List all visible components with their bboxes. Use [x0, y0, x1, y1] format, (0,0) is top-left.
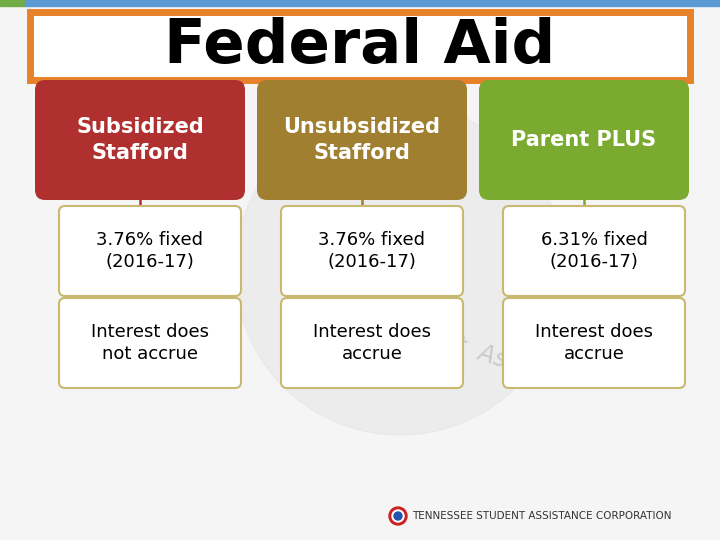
Text: 3.76% fixed
(2016-17): 3.76% fixed (2016-17): [96, 231, 204, 272]
Text: Interest does
accrue: Interest does accrue: [313, 322, 431, 363]
Circle shape: [389, 507, 407, 525]
Text: Interest does
accrue: Interest does accrue: [535, 322, 653, 363]
FancyBboxPatch shape: [30, 12, 690, 80]
Text: essee  Student  Assi: essee Student Assi: [293, 282, 527, 378]
Text: Parent PLUS: Parent PLUS: [511, 130, 657, 150]
Text: Subsidized
Stafford: Subsidized Stafford: [76, 117, 204, 163]
Circle shape: [394, 512, 402, 520]
FancyBboxPatch shape: [281, 206, 463, 296]
Text: Interest does
not accrue: Interest does not accrue: [91, 322, 209, 363]
FancyBboxPatch shape: [257, 80, 467, 200]
FancyBboxPatch shape: [35, 80, 245, 200]
Text: Federal Aid: Federal Aid: [164, 17, 556, 76]
Bar: [25, 0, 720, 6]
Circle shape: [235, 105, 565, 435]
FancyBboxPatch shape: [503, 206, 685, 296]
Text: TENNESSEE STUDENT ASSISTANCE CORPORATION: TENNESSEE STUDENT ASSISTANCE CORPORATION: [412, 511, 672, 521]
Text: 3.76% fixed
(2016-17): 3.76% fixed (2016-17): [318, 231, 426, 272]
FancyBboxPatch shape: [59, 206, 241, 296]
FancyBboxPatch shape: [479, 80, 689, 200]
FancyBboxPatch shape: [59, 298, 241, 388]
FancyBboxPatch shape: [281, 298, 463, 388]
Text: Tenn: Tenn: [346, 208, 394, 252]
FancyBboxPatch shape: [503, 298, 685, 388]
Text: Unsubsidized
Stafford: Unsubsidized Stafford: [284, 117, 441, 163]
Text: 6.31% fixed
(2016-17): 6.31% fixed (2016-17): [541, 231, 647, 272]
Circle shape: [392, 510, 404, 522]
Bar: [0, 0, 25, 6]
